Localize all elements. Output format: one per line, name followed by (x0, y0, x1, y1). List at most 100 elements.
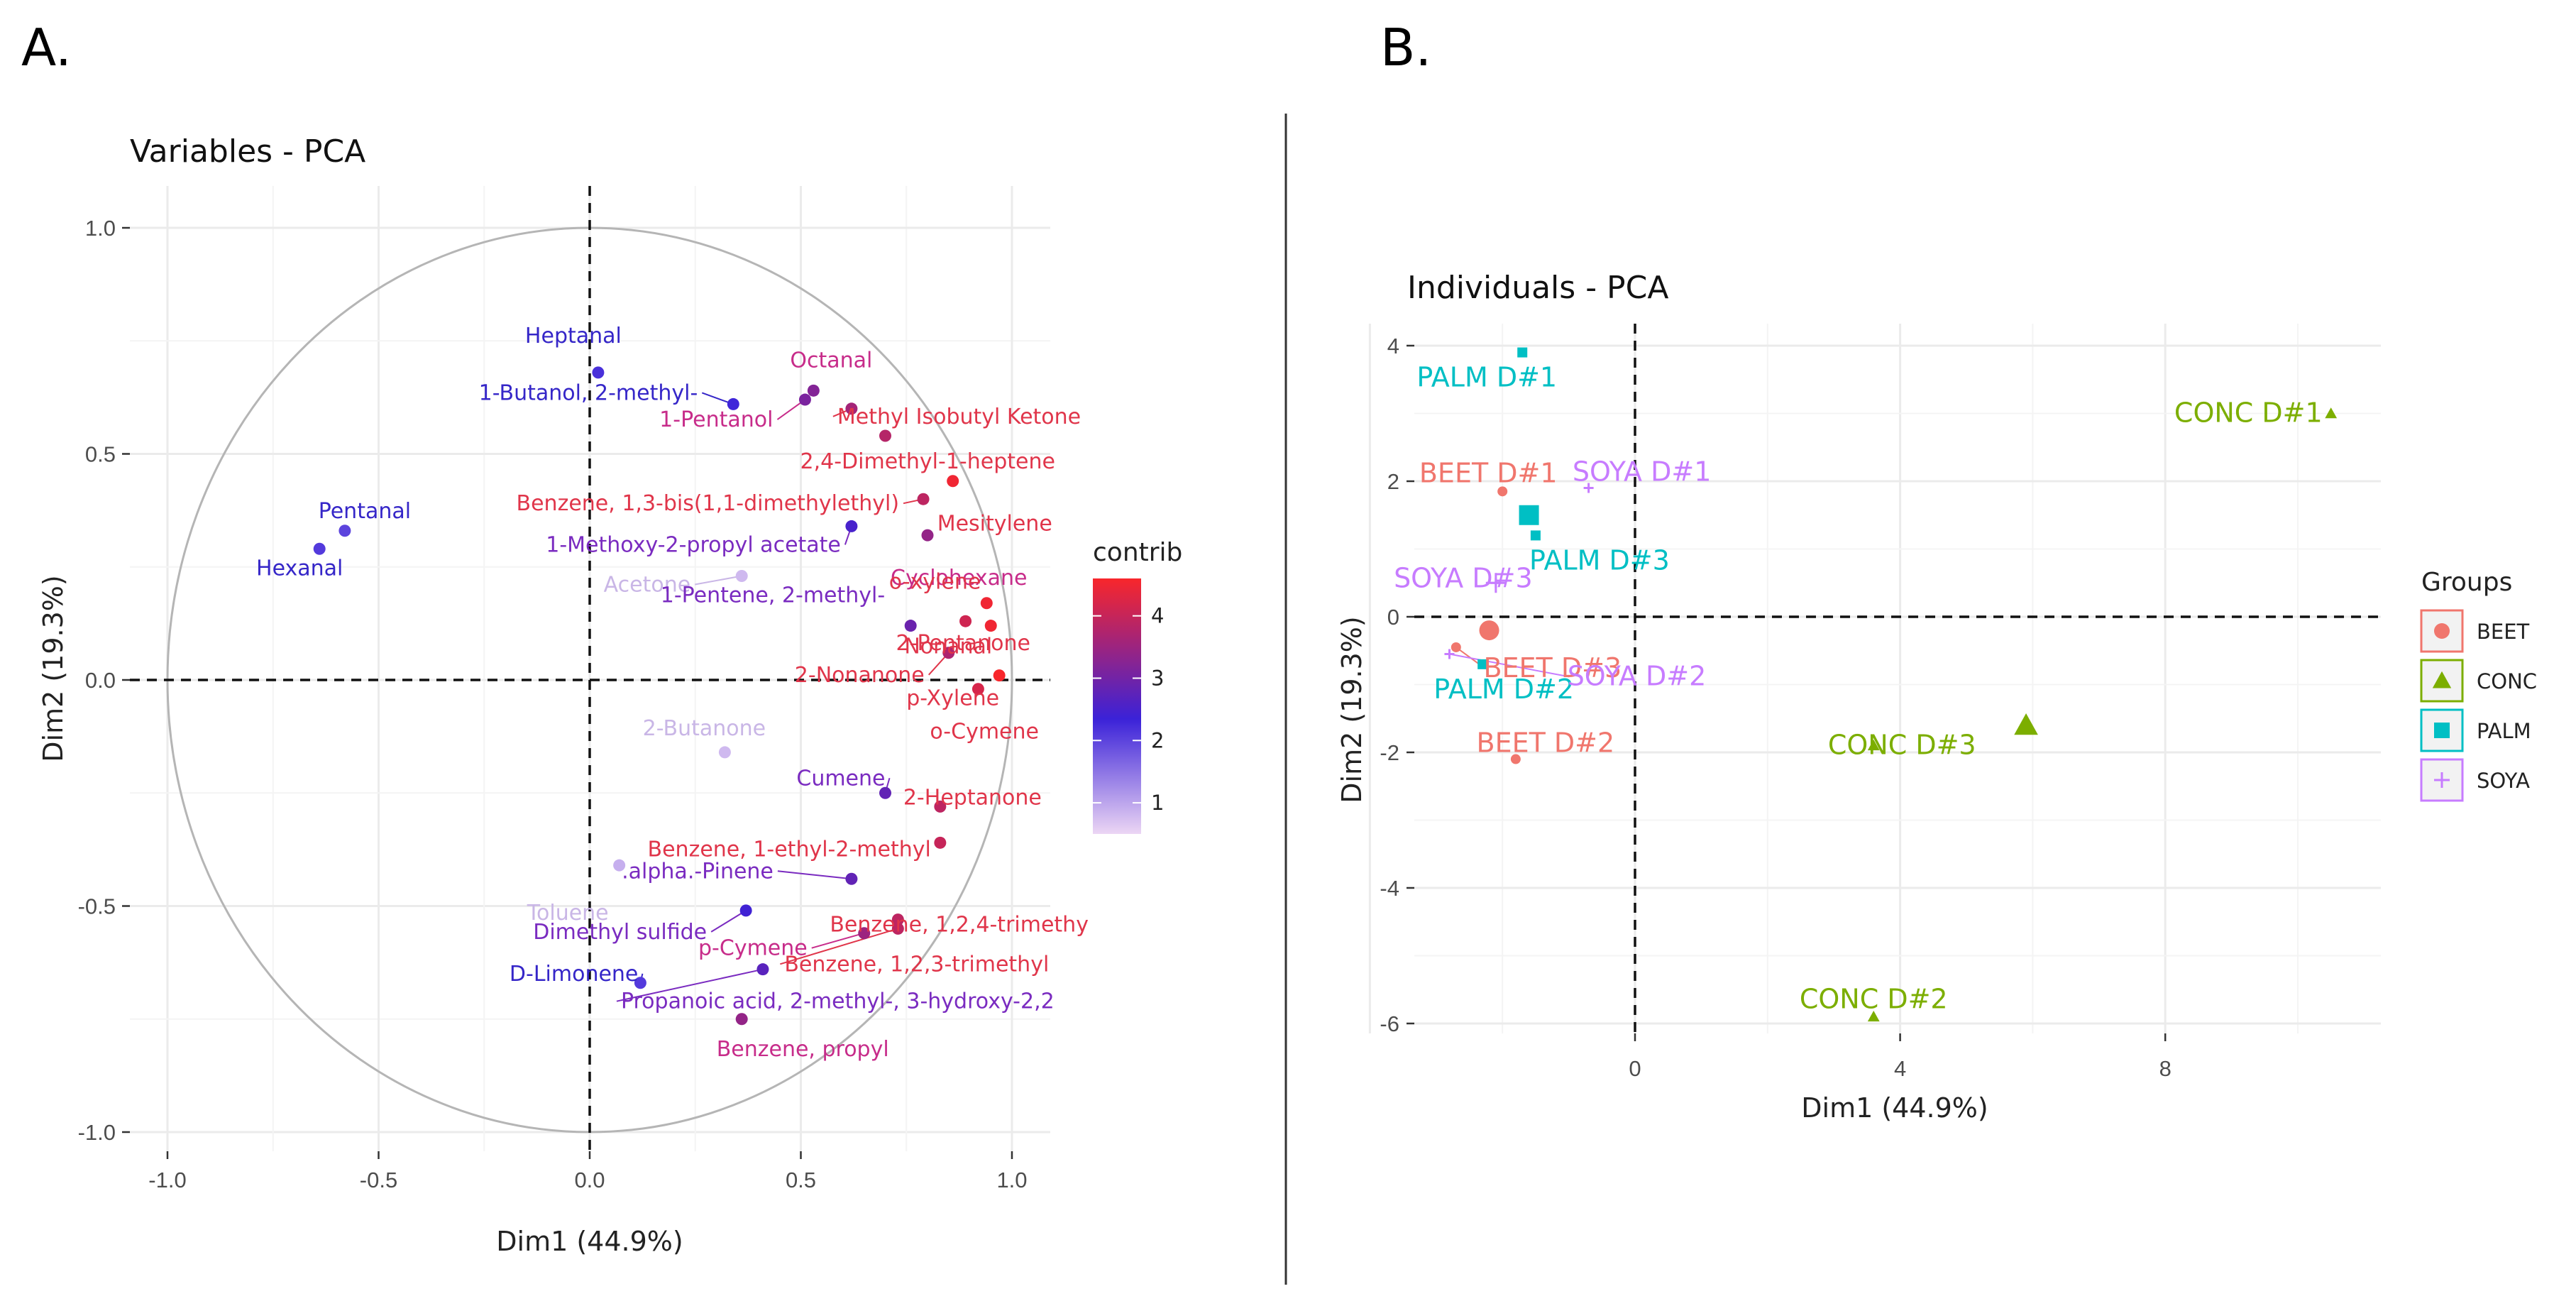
variable-point-methyl-isobutyl-ketone (845, 402, 858, 415)
variable-label-hexanal: Hexanal (256, 556, 343, 581)
individual-point-beet-d-1 (1497, 486, 1508, 497)
variable-point-dimethyl-sulfide (739, 904, 752, 917)
variable-label-o-cymene: o-Cymene (930, 720, 1039, 745)
x-tick-label: -0.5 (360, 1168, 397, 1192)
variables-pca-title: Variables - PCA (130, 133, 365, 170)
individual-label-palm-d-2: PALM D#2 (1433, 674, 1574, 705)
centroid-beet (1479, 620, 1499, 641)
individuals-grid (1368, 324, 2381, 1033)
variable-point-propanoic-acid-2-methyl-3-hydroxy-2-2 (756, 963, 769, 976)
individuals-x-axis-label: Dim1 (44.9%) (1801, 1092, 1988, 1124)
leader-line-dimethyl-sulfide (710, 910, 747, 933)
y-tick-label: 0 (1387, 605, 1399, 630)
individual-label-soya-d-2: SOYA D#2 (1568, 661, 1707, 692)
leader-line-soya-d-2 (1449, 653, 1570, 678)
individual-label-palm-d-1: PALM D#1 (1416, 362, 1557, 393)
variable-label-p-cymene: p-Cymene (698, 936, 808, 961)
individual-point-palm-d-2 (1477, 659, 1488, 669)
variable-point-2-pentanone (959, 615, 972, 627)
variables-ticks: -1.0 -0.5 0.0 0.5 1.0 -1.0 -0.5 0.0 0.5 1.0 (78, 216, 1028, 1192)
variable-label-toluene: Toluene (527, 901, 609, 926)
variable-label-1-pentene-2-methyl: 1-Pentene, 2-methyl- (661, 583, 885, 608)
legend-symbol-palm (2434, 723, 2450, 738)
variable-label-d-limonene: D-Limonene (510, 962, 639, 987)
leader-line-p-cymene (811, 932, 865, 949)
variable-point-cumene (879, 786, 891, 799)
variable-point-2-butanone (718, 746, 731, 759)
variable-point-cyclohexane (921, 529, 934, 542)
x-tick-label: -1.0 (148, 1168, 186, 1192)
variable-point-benzene-1-2-4-trimethy (891, 913, 904, 926)
variable-label-propanoic-acid-2-methyl-3-hydroxy-2-2: Propanoic acid, 2-methyl-, 3-hydroxy-2,2 (621, 989, 1055, 1014)
y-tick-label: -4 (1380, 876, 1399, 901)
variable-label-2-4-dimethyl-1-heptene: 2,4-Dimethyl-1-heptene (800, 449, 1055, 474)
colorbar-tick-label: 3 (1151, 666, 1164, 690)
leader-line-alpha-pinene (777, 870, 852, 880)
individual-point-conc-d-1 (2325, 407, 2338, 419)
variable-point-benzene-1-2-3-trimethyl (891, 922, 904, 935)
variable-label-benzene-1-ethyl-2-methyl: Benzene, 1-ethyl-2-methyl (648, 837, 931, 862)
centroid-conc (2014, 713, 2038, 735)
variable-label-2-heptanone: 2-Heptanone (903, 785, 1042, 810)
variable-label-methyl-isobutyl-ketone: Methyl Isobutyl Ketone (837, 405, 1081, 429)
variable-point-pentanal (338, 525, 351, 537)
variable-point-alpha-pinene (845, 872, 858, 885)
variables-x-axis-label: Dim1 (44.9%) (496, 1226, 683, 1257)
variable-point-o-xylene (980, 597, 993, 610)
panel-a-letter: A. (21, 18, 72, 77)
variable-label-cyclohexane: Cyclohexane (891, 566, 1027, 591)
individual-point-palm-d-1 (1517, 347, 1528, 358)
variable-point-o-cymene (971, 683, 984, 696)
individuals-reference-lines (1414, 324, 2381, 1033)
variable-label-nonanal: Nonanal (904, 635, 992, 659)
leader-line-benzene-1-2-3-trimethyl (780, 928, 898, 965)
individuals-labels: PALM D#1 CONC D#1 BEET D#1 SOYA D#1 PALM D#3… (1394, 362, 2323, 1015)
variable-point-acetone (735, 569, 748, 582)
individuals-ticks: 0 4 8 4 2 0 -2 -4 -6 (1380, 334, 2171, 1081)
variable-point-mesitylene (947, 475, 959, 488)
variable-point-1-butanol-2-methyl (727, 397, 739, 410)
variable-point-1-pentene-2-methyl (904, 620, 917, 632)
y-tick-label: 0.0 (85, 668, 116, 693)
variable-label-benzene-1-2-3-trimethyl: Benzene, 1,2,3-trimethyl (784, 952, 1049, 977)
individuals-points (1444, 347, 2338, 1022)
y-tick-label: -1.0 (78, 1120, 116, 1145)
variable-point-p-xylene (993, 669, 1006, 682)
variable-label-1-butanol-2-methyl: 1-Butanol, 2-methyl- (479, 380, 698, 405)
legend-label-soya: SOYA (2477, 769, 2530, 793)
individual-point-palm-d-3 (1530, 530, 1541, 541)
variables-y-axis-label: Dim2 (19.3%) (38, 575, 69, 762)
variable-label-mesitylene: Mesitylene (937, 512, 1052, 537)
variable-point-d-limonene (634, 977, 646, 989)
variable-point-heptanal (592, 366, 605, 379)
variable-label-pentanal: Pentanal (319, 499, 411, 524)
individual-label-soya-d-3: SOYA D#3 (1394, 562, 1533, 593)
variables-points (313, 366, 1006, 1026)
variable-label-octanal: Octanal (790, 348, 872, 373)
variable-point-benzene-1-3-bis-1-1-dimethylethyl (917, 493, 930, 505)
individual-point-conc-d-3 (1867, 740, 1880, 751)
variable-point-hexanal (313, 542, 326, 555)
individual-label-soya-d-1: SOYA D#1 (1573, 456, 1712, 488)
groups-legend: BEET CONC PALM SOYA (2420, 609, 2537, 802)
variable-point-2-4-dimethyl-1-heptene (879, 429, 891, 442)
contrib-colorbar (1093, 578, 1141, 834)
variable-point-2-nonanone (942, 647, 955, 659)
individuals-y-axis-label: Dim2 (19.3%) (1336, 616, 1367, 803)
variable-point-1-pentanol (798, 393, 811, 406)
variables-reference-lines (130, 186, 1050, 1151)
variable-label-alpha-pinene: .alpha.-Pinene (622, 859, 774, 884)
variable-label-o-xylene: o-xylene (889, 570, 981, 595)
legend-symbol-soya (2434, 772, 2450, 788)
x-tick-label: 1.0 (996, 1168, 1027, 1192)
leader-line-acetone (695, 575, 742, 586)
individuals-pca-title: Individuals - PCA (1407, 270, 1668, 306)
variable-label-2-butanone: 2-Butanone (643, 716, 766, 741)
x-tick-label: 0.5 (786, 1168, 816, 1192)
individual-point-soya-d-2 (1444, 649, 1455, 659)
contrib-colorbar-ticks: 1 2 3 4 (1093, 604, 1164, 815)
y-tick-label: -2 (1380, 740, 1399, 765)
legend-label-conc: CONC (2477, 669, 2537, 693)
variable-label-p-xylene: p-Xylene (906, 686, 999, 711)
variable-point-benzene-1-ethyl-2-methyl (934, 836, 947, 849)
